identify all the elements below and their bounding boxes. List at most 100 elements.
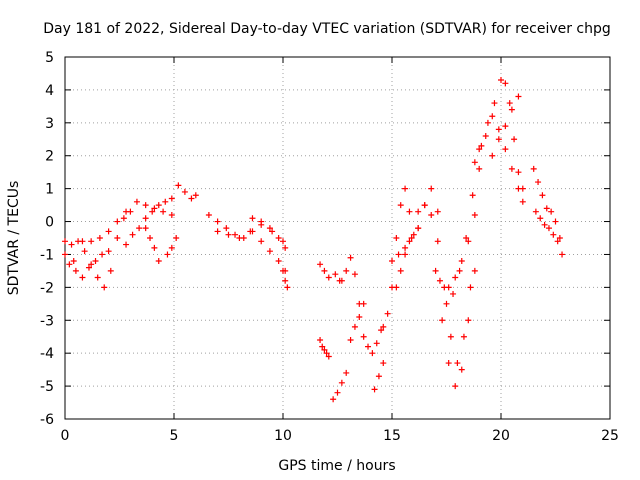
data-point <box>325 274 332 281</box>
data-point <box>68 241 75 248</box>
data-point <box>502 146 509 153</box>
data-point <box>498 77 504 84</box>
data-point <box>79 238 86 245</box>
data-point <box>495 126 502 133</box>
data-points <box>62 77 566 403</box>
data-point <box>515 93 522 100</box>
data-point <box>408 235 415 241</box>
series-sat-a <box>62 208 134 291</box>
data-point <box>397 202 404 209</box>
data-point <box>123 241 130 248</box>
series-sat-l <box>317 261 343 284</box>
data-point <box>351 271 358 278</box>
data-point <box>458 366 465 373</box>
data-point <box>85 264 92 271</box>
data-point <box>432 267 439 274</box>
data-point <box>511 136 518 143</box>
data-point <box>378 327 385 334</box>
data-point <box>323 350 330 357</box>
plot-frame <box>64 56 611 420</box>
data-point <box>192 192 199 199</box>
series-sat-z <box>471 77 526 192</box>
y-tick-label: 1 <box>45 182 54 198</box>
data-point <box>88 238 95 245</box>
data-point <box>338 379 345 386</box>
data-point <box>389 258 395 265</box>
data-point <box>550 231 557 238</box>
data-point <box>151 205 158 212</box>
data-point <box>482 132 489 139</box>
data-point <box>96 235 103 241</box>
data-point <box>325 353 332 360</box>
data-point <box>149 208 156 215</box>
data-point <box>88 261 95 268</box>
data-point <box>282 244 289 251</box>
data-point <box>406 238 413 245</box>
data-point <box>491 100 498 107</box>
data-point <box>360 300 367 307</box>
data-point <box>530 165 537 172</box>
data-point <box>532 208 539 215</box>
y-tick-label: -4 <box>40 346 54 362</box>
data-point <box>347 254 354 261</box>
data-point <box>476 146 483 153</box>
data-point <box>489 152 496 159</box>
x-axis-label: GPS time / hours <box>278 458 395 474</box>
data-point <box>162 198 169 205</box>
data-point <box>105 228 112 235</box>
data-point <box>559 251 566 258</box>
x-tick-label: 10 <box>274 428 292 444</box>
data-point <box>136 225 143 232</box>
data-point <box>120 215 127 222</box>
data-point <box>471 159 478 166</box>
data-point <box>452 274 459 281</box>
data-point <box>72 267 79 274</box>
data-point <box>142 202 149 209</box>
y-tick-label: -2 <box>40 280 54 296</box>
data-point <box>151 244 158 251</box>
data-point <box>319 343 326 350</box>
data-point <box>460 333 467 340</box>
data-point <box>269 228 276 235</box>
data-point <box>175 182 182 189</box>
y-tick-label: -3 <box>40 313 54 329</box>
data-point <box>338 277 345 284</box>
data-point <box>393 235 400 241</box>
data-point <box>380 360 387 367</box>
data-point <box>380 323 387 330</box>
data-point <box>556 235 563 241</box>
data-point <box>94 274 101 281</box>
data-point <box>428 211 435 218</box>
data-point <box>330 396 337 403</box>
data-point <box>107 267 114 274</box>
data-point <box>360 333 367 340</box>
data-point <box>321 267 328 274</box>
series-sat-g <box>164 235 180 258</box>
series-sat-ac <box>530 165 566 258</box>
data-point <box>519 198 526 205</box>
y-tick-label: -5 <box>40 379 54 395</box>
series-sat-q <box>369 327 385 357</box>
data-point <box>393 284 400 291</box>
data-point <box>266 225 273 232</box>
series-sat-o <box>338 254 372 350</box>
data-point <box>280 238 286 245</box>
data-point <box>508 165 515 172</box>
data-point <box>554 238 561 245</box>
data-point <box>502 123 509 130</box>
data-point <box>142 215 149 222</box>
data-point <box>62 251 68 258</box>
axis-ticks: 0 5 10 15 20 25 -6 -5 -4 -3 -2 -1 0 1 2 3 4 5 <box>40 50 619 444</box>
data-point <box>214 228 221 235</box>
data-point <box>434 238 441 245</box>
data-point <box>373 340 380 347</box>
data-point <box>395 251 402 258</box>
data-point <box>114 218 121 225</box>
data-point <box>223 225 230 232</box>
data-point <box>356 313 363 320</box>
data-point <box>155 202 162 209</box>
data-point <box>275 235 282 241</box>
chart-title: Day 181 of 2022, Sidereal Day-to-day VTE… <box>43 21 611 37</box>
data-point <box>258 218 265 225</box>
